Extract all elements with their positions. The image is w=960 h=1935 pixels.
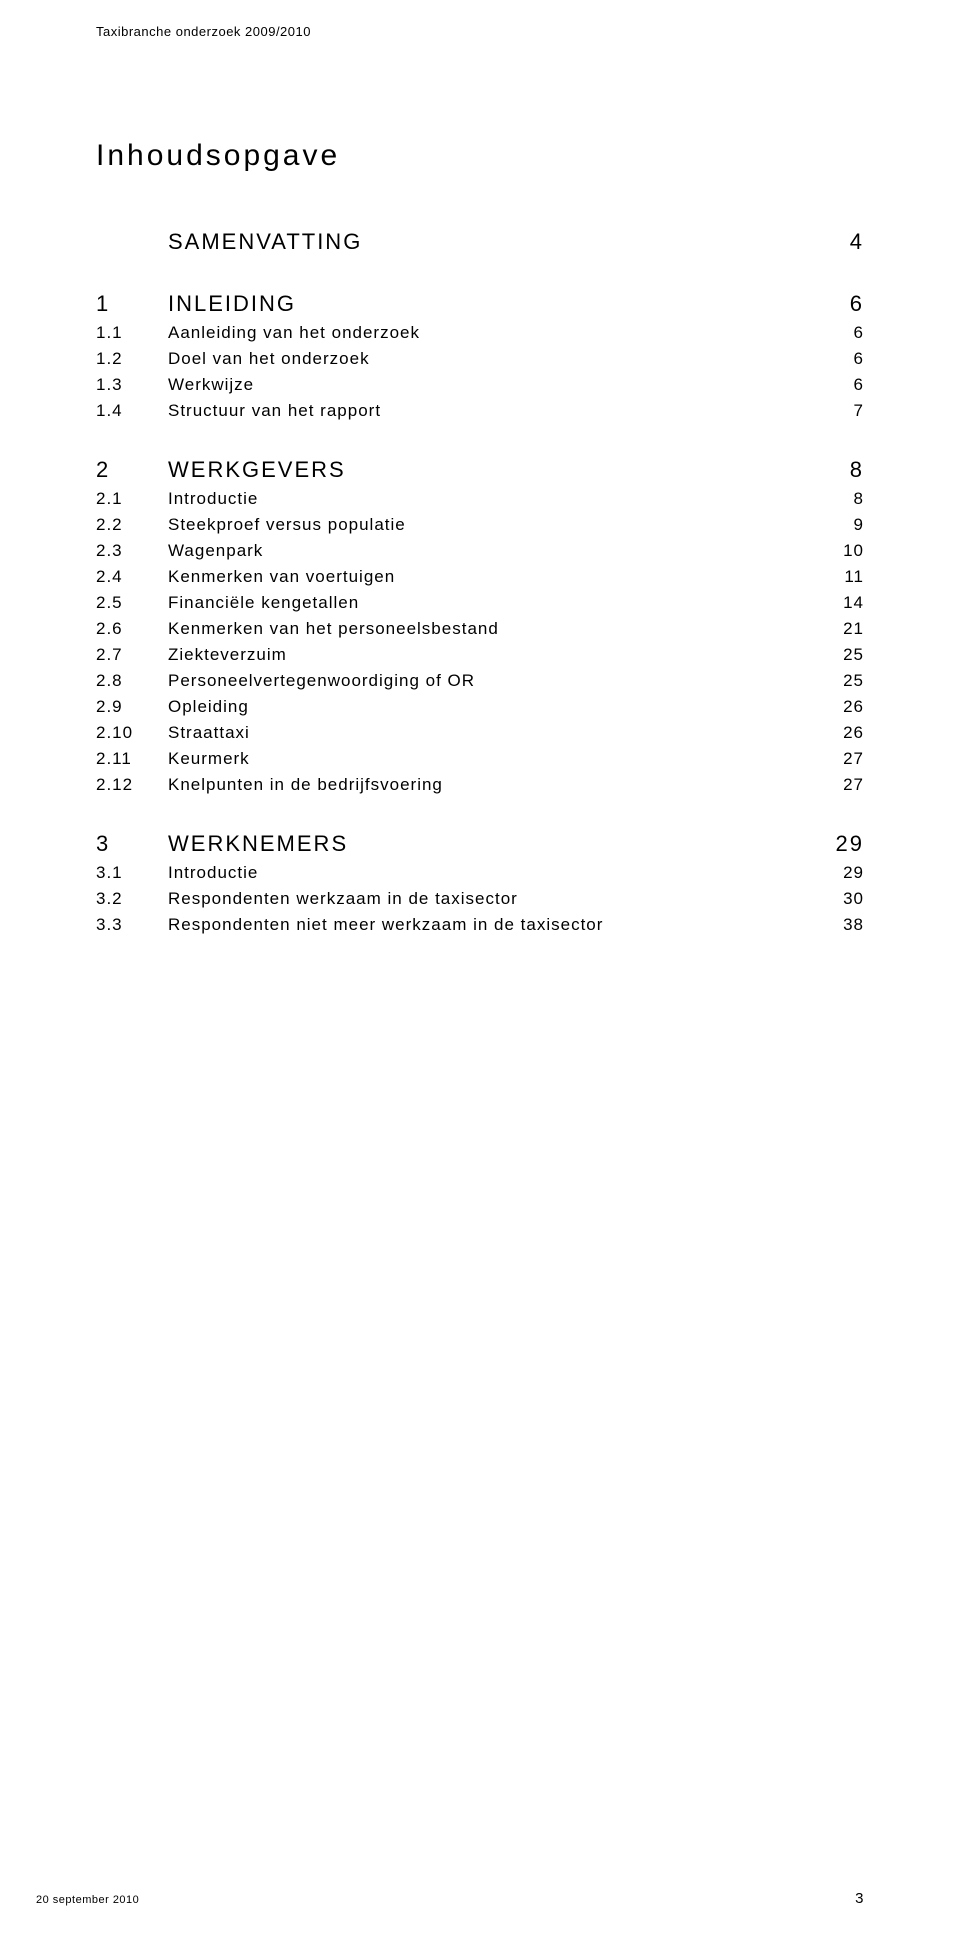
toc-row-number: 2.9 xyxy=(96,697,168,717)
toc-row-number: 1.1 xyxy=(96,323,168,343)
toc-row-title: INLEIDING xyxy=(168,291,816,317)
toc-row: 2.7Ziekteverzuim25 xyxy=(96,645,864,665)
toc-row-number: 1.4 xyxy=(96,401,168,421)
toc-row: 2.3Wagenpark10 xyxy=(96,541,864,561)
toc-row-page: 6 xyxy=(816,349,864,369)
toc-row: 2.1Introductie8 xyxy=(96,489,864,509)
toc-row-number: 1 xyxy=(96,291,168,317)
footer-date: 20 september 2010 xyxy=(36,1894,139,1906)
toc-row: 1.2Doel van het onderzoek6 xyxy=(96,349,864,369)
toc-row-number: 2.7 xyxy=(96,645,168,665)
toc-row: 2.11Keurmerk27 xyxy=(96,749,864,769)
document-footer: 20 september 2010 3 xyxy=(36,1890,864,1907)
toc-row-title: Kenmerken van voertuigen xyxy=(168,567,816,587)
toc-row-page: 26 xyxy=(816,697,864,717)
toc-row: 2.8Personeelvertegenwoordiging of OR25 xyxy=(96,671,864,691)
toc-row-title: Keurmerk xyxy=(168,749,816,769)
toc-row-number: 3.2 xyxy=(96,889,168,909)
toc-row-title: Respondenten niet meer werkzaam in de ta… xyxy=(168,915,816,935)
toc-row-title: SAMENVATTING xyxy=(168,229,816,255)
toc-row-title: Financiële kengetallen xyxy=(168,593,816,613)
toc-row: 1INLEIDING6 xyxy=(96,291,864,317)
toc-row-page: 10 xyxy=(816,541,864,561)
toc-row: SAMENVATTING4 xyxy=(96,229,864,255)
toc-row-title: Structuur van het rapport xyxy=(168,401,816,421)
toc-row-title: Respondenten werkzaam in de taxisector xyxy=(168,889,816,909)
toc-row-number: 2 xyxy=(96,457,168,483)
toc-row: 3.1Introductie29 xyxy=(96,863,864,883)
toc-row-page: 25 xyxy=(816,671,864,691)
toc-row-title: Introductie xyxy=(168,489,816,509)
toc-row: 2WERKGEVERS8 xyxy=(96,457,864,483)
toc-title: Inhoudsopgave xyxy=(96,139,864,173)
toc-row: 1.4Structuur van het rapport7 xyxy=(96,401,864,421)
toc-row-page: 27 xyxy=(816,749,864,769)
toc-row: 2.9Opleiding26 xyxy=(96,697,864,717)
toc-row-number: 2.4 xyxy=(96,567,168,587)
toc-row-number: 1.3 xyxy=(96,375,168,395)
toc-row: 2.2Steekproef versus populatie9 xyxy=(96,515,864,535)
toc-row-page: 7 xyxy=(816,401,864,421)
toc-row-page: 9 xyxy=(816,515,864,535)
toc-row-page: 21 xyxy=(816,619,864,639)
toc-row-number: 3.3 xyxy=(96,915,168,935)
toc-row: 3WERKNEMERS29 xyxy=(96,831,864,857)
toc-row-title: Opleiding xyxy=(168,697,816,717)
toc-row-page: 26 xyxy=(816,723,864,743)
toc-row-page: 29 xyxy=(816,863,864,883)
toc-row-number: 2.2 xyxy=(96,515,168,535)
toc-row: 2.4Kenmerken van voertuigen11 xyxy=(96,567,864,587)
toc-row: 2.6Kenmerken van het personeelsbestand21 xyxy=(96,619,864,639)
toc-row-number: 2.12 xyxy=(96,775,168,795)
toc-row-page: 11 xyxy=(816,567,864,587)
toc-row-page: 14 xyxy=(816,593,864,613)
toc-row-number: 2.5 xyxy=(96,593,168,613)
toc-row: 3.3Respondenten niet meer werkzaam in de… xyxy=(96,915,864,935)
toc-row-title: Knelpunten in de bedrijfsvoering xyxy=(168,775,816,795)
toc-row-title: Wagenpark xyxy=(168,541,816,561)
toc-row-page: 38 xyxy=(816,915,864,935)
toc-row-title: Personeelvertegenwoordiging of OR xyxy=(168,671,816,691)
toc-row-title: WERKNEMERS xyxy=(168,831,816,857)
toc-row-title: WERKGEVERS xyxy=(168,457,816,483)
toc-row: 1.3Werkwijze6 xyxy=(96,375,864,395)
toc-row-page: 6 xyxy=(816,375,864,395)
document-header: Taxibranche onderzoek 2009/2010 xyxy=(96,24,864,39)
toc-row-page: 6 xyxy=(816,291,864,317)
toc-row-number: 2.8 xyxy=(96,671,168,691)
toc-row-page: 30 xyxy=(816,889,864,909)
toc-row: 2.10Straattaxi26 xyxy=(96,723,864,743)
toc-row: 2.5Financiële kengetallen14 xyxy=(96,593,864,613)
toc-row-number: 2.10 xyxy=(96,723,168,743)
toc-row-page: 4 xyxy=(816,229,864,255)
toc-row-number: 1.2 xyxy=(96,349,168,369)
toc-row-title: Steekproef versus populatie xyxy=(168,515,816,535)
toc-row-page: 29 xyxy=(816,831,864,857)
footer-page-number: 3 xyxy=(855,1890,864,1907)
toc-row-title: Ziekteverzuim xyxy=(168,645,816,665)
toc-row-title: Doel van het onderzoek xyxy=(168,349,816,369)
toc-row-page: 8 xyxy=(816,489,864,509)
toc-row-title: Kenmerken van het personeelsbestand xyxy=(168,619,816,639)
toc-row-title: Werkwijze xyxy=(168,375,816,395)
toc-row-number: 2.6 xyxy=(96,619,168,639)
toc-row-title: Straattaxi xyxy=(168,723,816,743)
toc-row: 2.12Knelpunten in de bedrijfsvoering27 xyxy=(96,775,864,795)
toc-row-title: Aanleiding van het onderzoek xyxy=(168,323,816,343)
toc-row-page: 27 xyxy=(816,775,864,795)
toc-row-page: 25 xyxy=(816,645,864,665)
toc-row: 3.2Respondenten werkzaam in de taxisecto… xyxy=(96,889,864,909)
toc-row-page: 8 xyxy=(816,457,864,483)
toc-row: 1.1Aanleiding van het onderzoek6 xyxy=(96,323,864,343)
toc-row-number: 2.3 xyxy=(96,541,168,561)
toc-row-number: 2.11 xyxy=(96,749,168,769)
toc-row-title: Introductie xyxy=(168,863,816,883)
toc-row-number: 2.1 xyxy=(96,489,168,509)
toc-container: SAMENVATTING41INLEIDING61.1Aanleiding va… xyxy=(96,229,864,935)
toc-row-page: 6 xyxy=(816,323,864,343)
document-page: Taxibranche onderzoek 2009/2010 Inhoudso… xyxy=(0,0,960,1935)
toc-row-number: 3.1 xyxy=(96,863,168,883)
toc-row-number: 3 xyxy=(96,831,168,857)
